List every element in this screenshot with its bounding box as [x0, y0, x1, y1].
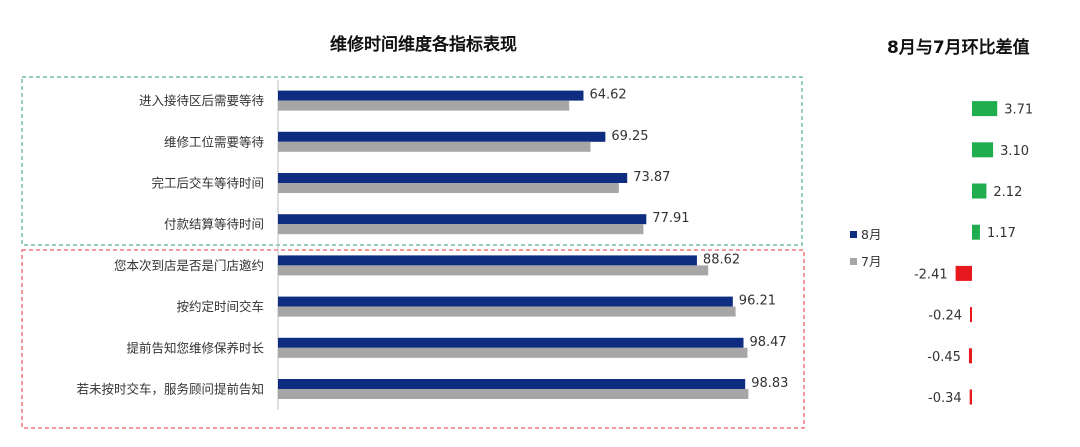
diff-bar: [969, 389, 972, 405]
data-label: 77.91: [652, 211, 689, 226]
bar-8yue: [278, 90, 584, 101]
data-label: 98.83: [751, 376, 788, 391]
bar-7yue: [278, 265, 709, 276]
diff-bar: [972, 183, 987, 199]
bar-8yue: [278, 173, 628, 183]
bar-8yue: [278, 337, 744, 348]
legend-swatch: [850, 231, 857, 238]
diff-bar: [970, 307, 972, 323]
diff-data-label: 3.71: [1004, 103, 1033, 118]
diff-bar: [968, 348, 972, 364]
category-label: 按约定时间交车: [176, 299, 264, 314]
bar-8yue: [278, 131, 606, 142]
bar-8yue: [278, 296, 733, 307]
category-label: 提前告知您维修保养时长: [126, 340, 264, 355]
diff-data-label: 2.12: [993, 185, 1022, 200]
bar-8yue: [278, 255, 697, 266]
bar-7yue: [278, 347, 748, 358]
diff-data-label: -0.45: [927, 350, 961, 365]
data-label: 88.62: [703, 252, 740, 267]
legend-swatch: [850, 258, 857, 265]
category-label: 若未按时交车，服务顾问提前告知: [76, 382, 264, 397]
category-label: 进入接待区后需要等待: [139, 93, 265, 108]
group-box-1: [21, 76, 803, 246]
data-label: 96.21: [739, 294, 776, 309]
bar-7yue: [278, 224, 644, 235]
bar-7yue: [278, 389, 749, 399]
legend-label: 7月: [861, 254, 881, 269]
data-label: 64.62: [589, 88, 626, 103]
category-label: 您本次到店是否是门店邀约: [114, 258, 264, 273]
data-label: 98.47: [749, 335, 786, 350]
diff-data-label: -0.34: [928, 391, 962, 406]
bar-8yue: [278, 379, 746, 389]
group-box-2: [21, 249, 805, 429]
diff-data-label: -0.24: [928, 309, 962, 324]
bar-8yue: [278, 214, 647, 225]
legend-label: 8月: [861, 227, 881, 242]
bar-7yue: [278, 183, 619, 193]
category-label: 完工后交车等待时间: [151, 176, 264, 191]
diff-bar: [972, 101, 998, 117]
category-label: 付款结算等待时间: [164, 217, 264, 232]
diff-bar: [972, 224, 980, 240]
diff-data-label: 1.17: [987, 226, 1016, 241]
bar-7yue: [278, 141, 591, 152]
bar-7yue: [278, 100, 570, 111]
diff-bar: [972, 142, 994, 158]
diff-bar: [955, 265, 972, 281]
category-label: 维修工位需要等待: [164, 134, 265, 149]
data-label: 69.25: [611, 129, 648, 144]
diff-chart-title: 8月与7月环比差值: [887, 38, 1030, 58]
main-chart-title: 维修时间维度各指标表现: [330, 35, 517, 55]
bar-7yue: [278, 306, 736, 317]
diff-data-label: -2.41: [914, 267, 948, 282]
data-label: 73.87: [633, 170, 670, 185]
diff-data-label: 3.10: [1000, 144, 1029, 159]
